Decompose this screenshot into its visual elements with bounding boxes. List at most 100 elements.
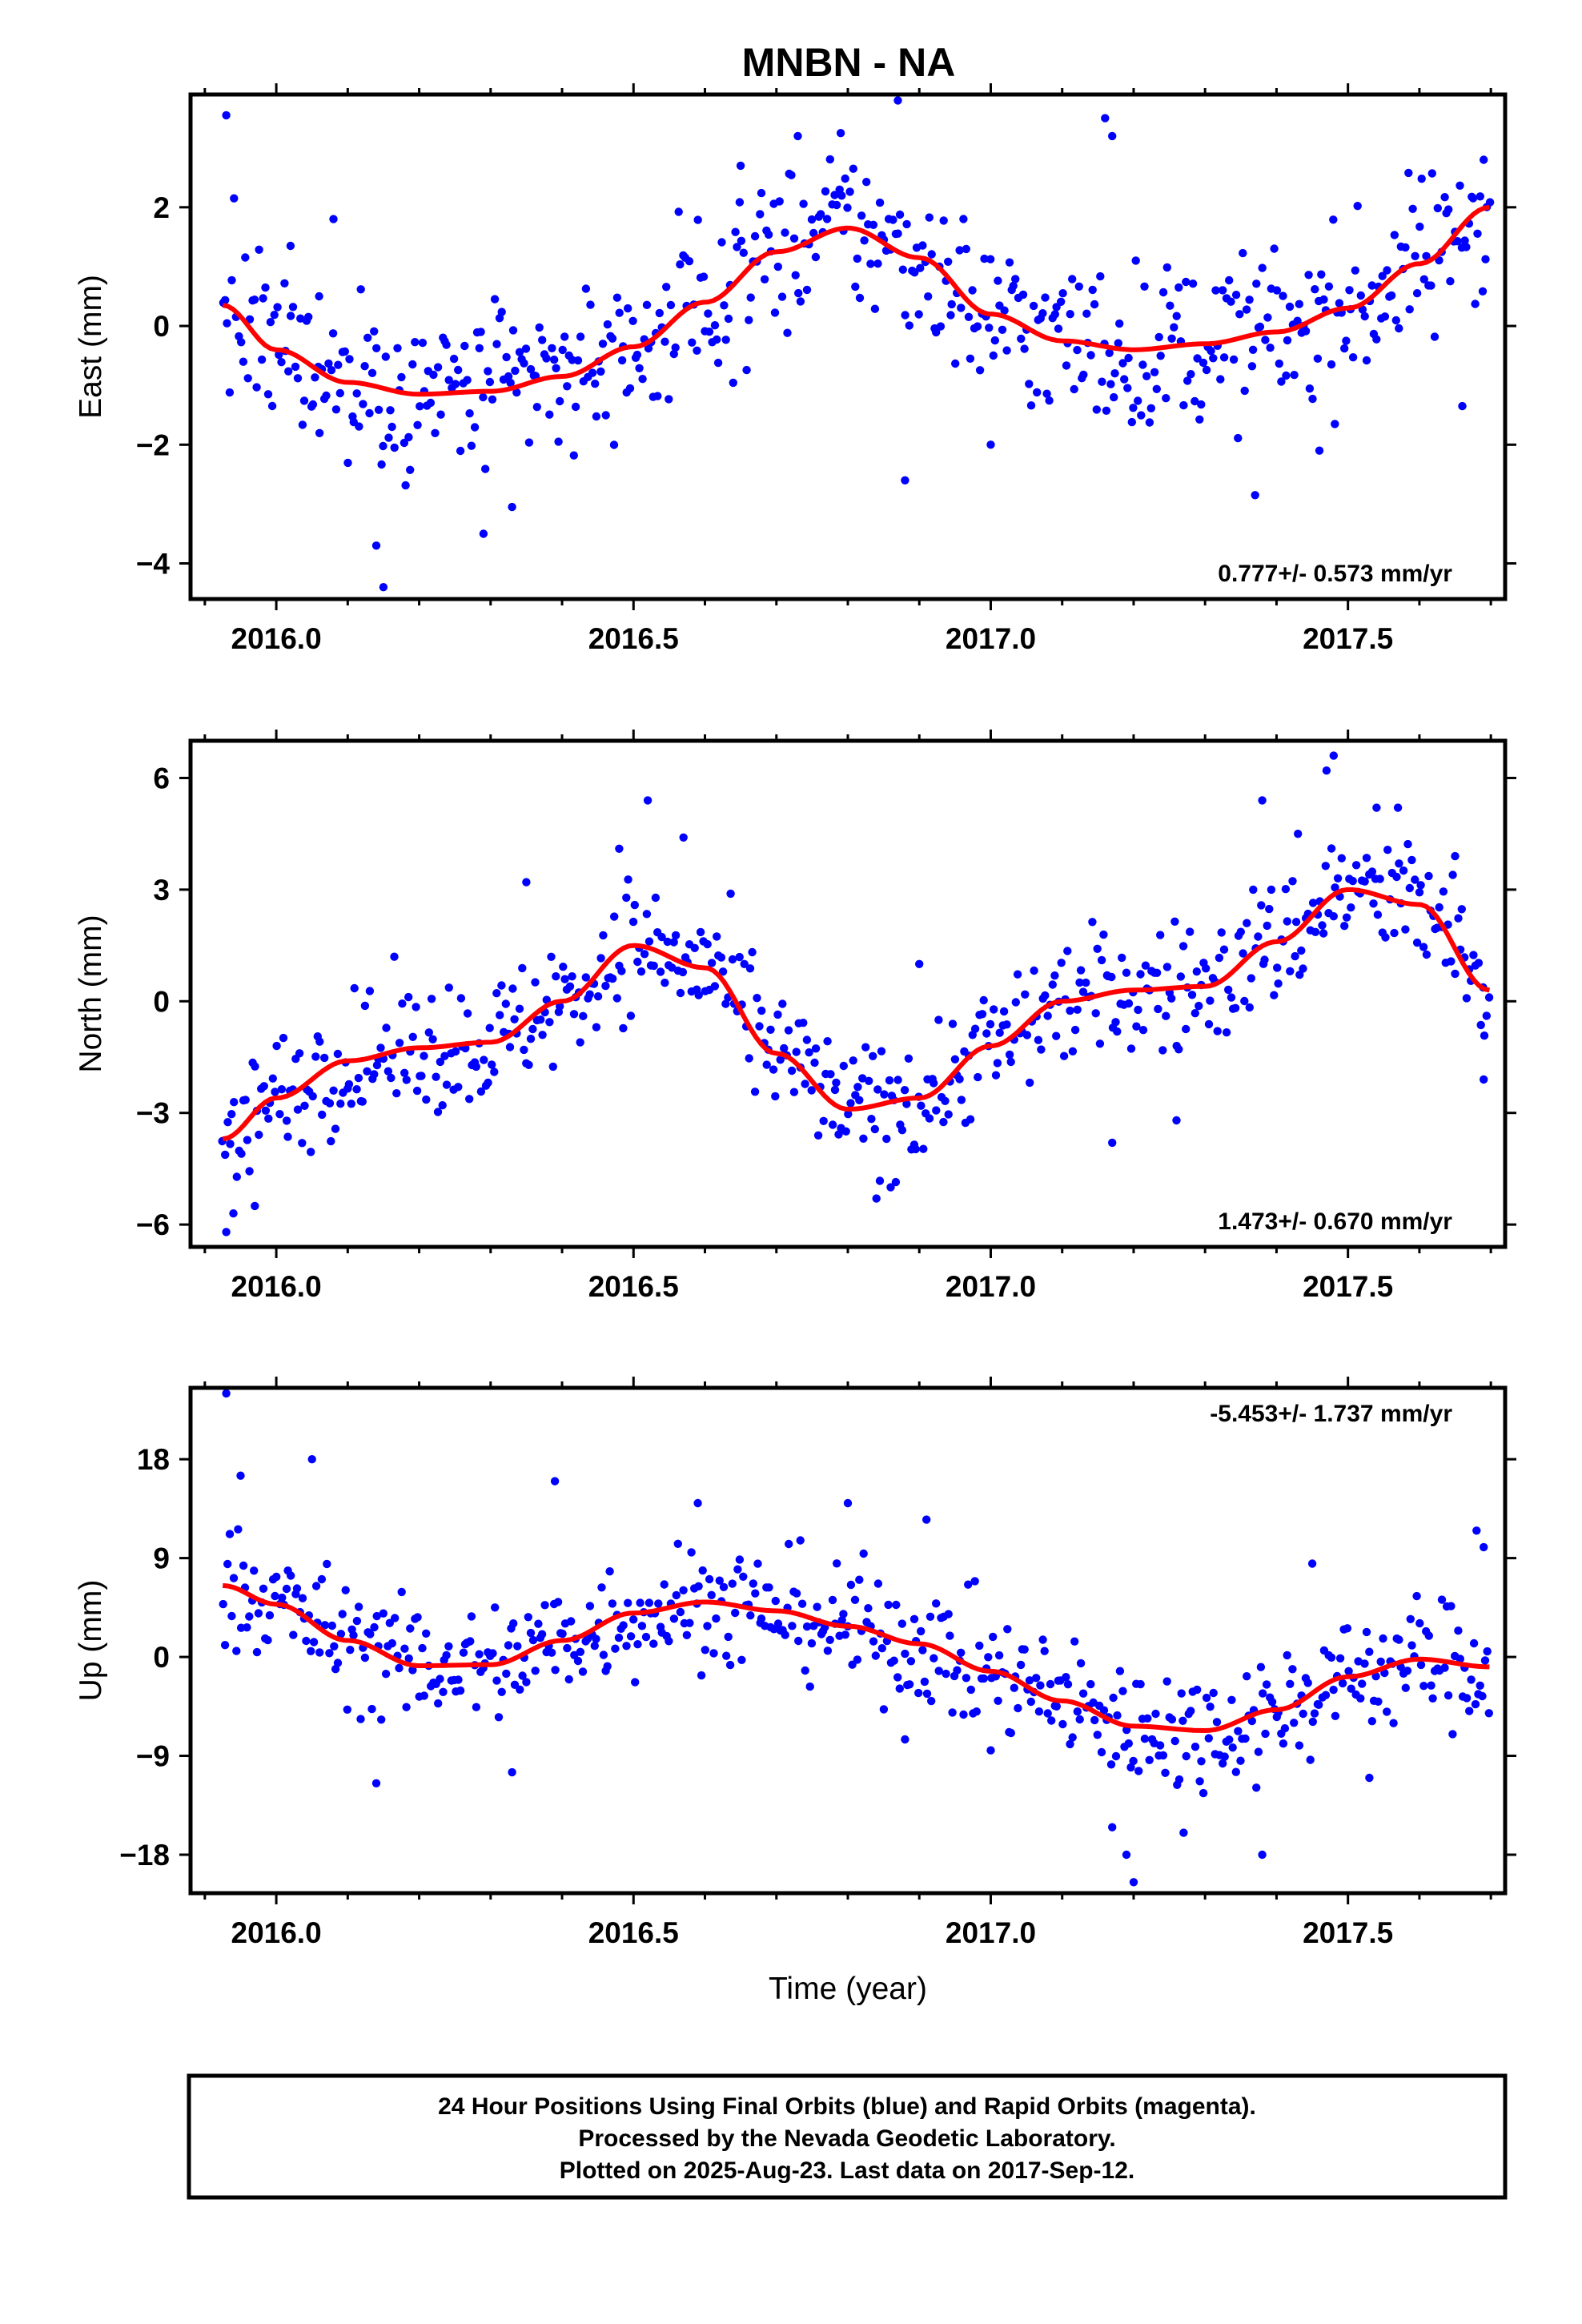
north-point [657,932,666,942]
up-point [1178,1716,1187,1725]
up-point [619,1621,628,1630]
up-point [272,1572,281,1582]
north-point [440,1051,449,1060]
up-point [1478,1691,1487,1701]
north-point [295,1049,304,1058]
east-point [286,241,295,251]
east-point [625,384,635,393]
up-point [1472,1526,1481,1535]
up-point [1202,1693,1211,1703]
up-point [1259,1689,1267,1698]
east-point [293,374,303,383]
east-point [591,380,600,388]
up-point [1111,1751,1121,1761]
up-point [387,1638,396,1648]
up-point [1075,1715,1084,1724]
north-point [1068,1047,1078,1056]
up-point [1179,1828,1188,1837]
north-point [354,1073,363,1083]
up-point [573,1656,583,1666]
east-point [756,210,765,219]
east-point [372,344,381,352]
up-point [219,1599,227,1609]
east-point [1120,375,1129,384]
east-point [1290,371,1299,380]
up-point [1403,1667,1412,1675]
up-point [245,1612,254,1621]
up-point [1162,1677,1171,1686]
north-point [978,1010,987,1019]
up-point [494,1713,504,1722]
north-point [1011,998,1021,1007]
east-point [666,300,676,310]
east-point [832,200,841,210]
north-point [1048,980,1058,989]
up-point [624,1598,632,1607]
north-point [823,1037,832,1046]
north-point [1424,871,1433,881]
up-point [918,1646,927,1655]
north-point [438,1101,447,1110]
north-rate-label: 1.473+/- 0.670 mm/yr [1218,1208,1452,1235]
up-point [227,1611,236,1621]
north-point [869,1051,877,1061]
north-point [624,875,632,884]
east-point [1182,277,1191,287]
east-point [418,338,428,348]
north-point [1118,953,1126,963]
up-point [927,1696,936,1706]
up-point [352,1616,362,1626]
up-point [922,1689,932,1699]
north-point [1093,944,1102,954]
north-point [885,1076,894,1085]
north-point [1152,968,1162,978]
east-point [612,293,622,302]
north-point [1236,927,1246,936]
east-point [959,215,968,223]
east-point [807,215,817,224]
east-point [1255,322,1265,332]
north-point [344,1080,354,1089]
east-point [685,257,694,266]
north-y-tick-label: −3 [136,1097,170,1130]
up-point [873,1579,883,1588]
north-point [1393,803,1403,812]
east-point [713,335,721,344]
east-point [227,275,236,285]
up-point [964,1580,973,1589]
up-point [1068,1733,1077,1742]
north-point [669,938,678,947]
up-point [1038,1635,1047,1644]
east-point [556,396,564,406]
east-point [671,343,680,352]
up-point [966,1685,976,1695]
east-point [331,405,341,414]
north-panel: 2016.0 2016.5 2017.0 2017.5 −6 −3 0 3 6 North (mm… [74,730,1516,1303]
north-point [456,994,466,1003]
east-point [225,388,235,397]
east-point [511,366,520,376]
up-point [926,1612,935,1622]
north-point [442,1080,452,1089]
up-point [1338,1679,1347,1688]
north-point [243,1136,252,1144]
up-point [1307,1559,1317,1568]
up-point [1267,1698,1277,1707]
north-y-tick-label: 6 [153,762,170,794]
up-point [1258,1850,1267,1860]
up-point [1145,1755,1154,1764]
up-point [1136,1679,1145,1689]
up-point [307,1647,315,1655]
north-point [802,1035,812,1044]
east-point [1162,394,1170,403]
north-point [1249,885,1258,895]
up-point [1484,1709,1494,1718]
north-point [1091,1009,1100,1018]
up-point [797,1599,807,1608]
up-point [229,1574,239,1582]
north-point [1013,970,1022,979]
north-point [944,1110,953,1119]
east-point [1090,300,1099,309]
up-point [893,1673,902,1682]
north-point [839,1061,849,1071]
